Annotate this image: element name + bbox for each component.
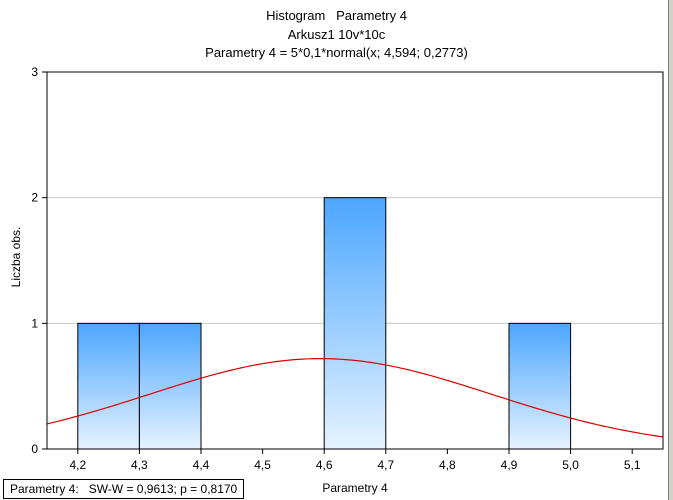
histogram-bar	[508, 322, 572, 450]
histogram-bar	[323, 197, 387, 450]
x-tick-label: 4,8	[439, 458, 456, 472]
axis-ticks: 0 1 2 3 4,2 4,3 4,4 4,5 4,6 4,7 4,8 4,9 5,0 5,1	[31, 65, 641, 472]
y-axis-label: Liczba obs.	[9, 226, 23, 288]
window-right-edge	[668, 0, 673, 500]
x-tick-label: 5,0	[562, 458, 579, 472]
x-tick-label: 4,9	[501, 458, 518, 472]
normal-curve	[46, 357, 664, 438]
title-line-1: Histogram Parametry 4	[266, 8, 407, 23]
shapiro-wilk-stat-box: Parametry 4: SW-W = 0,9613; p = 0,8170	[3, 479, 245, 499]
title-line-2: Arkusz1 10v*10c	[287, 26, 386, 42]
title-line-3: Parametry 4 = 5*0,1*normal(x; 4,594; 0,2…	[205, 45, 468, 60]
y-tick-label: 1	[31, 316, 38, 330]
x-tick-label: 4,3	[131, 458, 148, 472]
chart-title: Histogram Parametry 4 Arkusz1 10v*10c Pa…	[0, 7, 673, 63]
histogram-bar	[138, 322, 202, 450]
x-tick-label: 5,1	[624, 458, 641, 472]
x-axis-label: Parametry 4	[322, 481, 388, 495]
histogram-bars	[77, 197, 572, 450]
x-tick-label: 4,5	[254, 458, 271, 472]
x-tick-label: 4,4	[193, 458, 210, 472]
histogram-bar	[77, 322, 140, 450]
y-tick-label: 2	[31, 191, 38, 205]
x-tick-label: 4,7	[377, 458, 394, 472]
y-tick-label: 3	[31, 65, 38, 79]
y-tick-label: 0	[31, 442, 38, 456]
plot-area-border	[46, 71, 664, 450]
x-tick-label: 4,2	[69, 458, 86, 472]
x-tick-label: 4,6	[316, 458, 333, 472]
